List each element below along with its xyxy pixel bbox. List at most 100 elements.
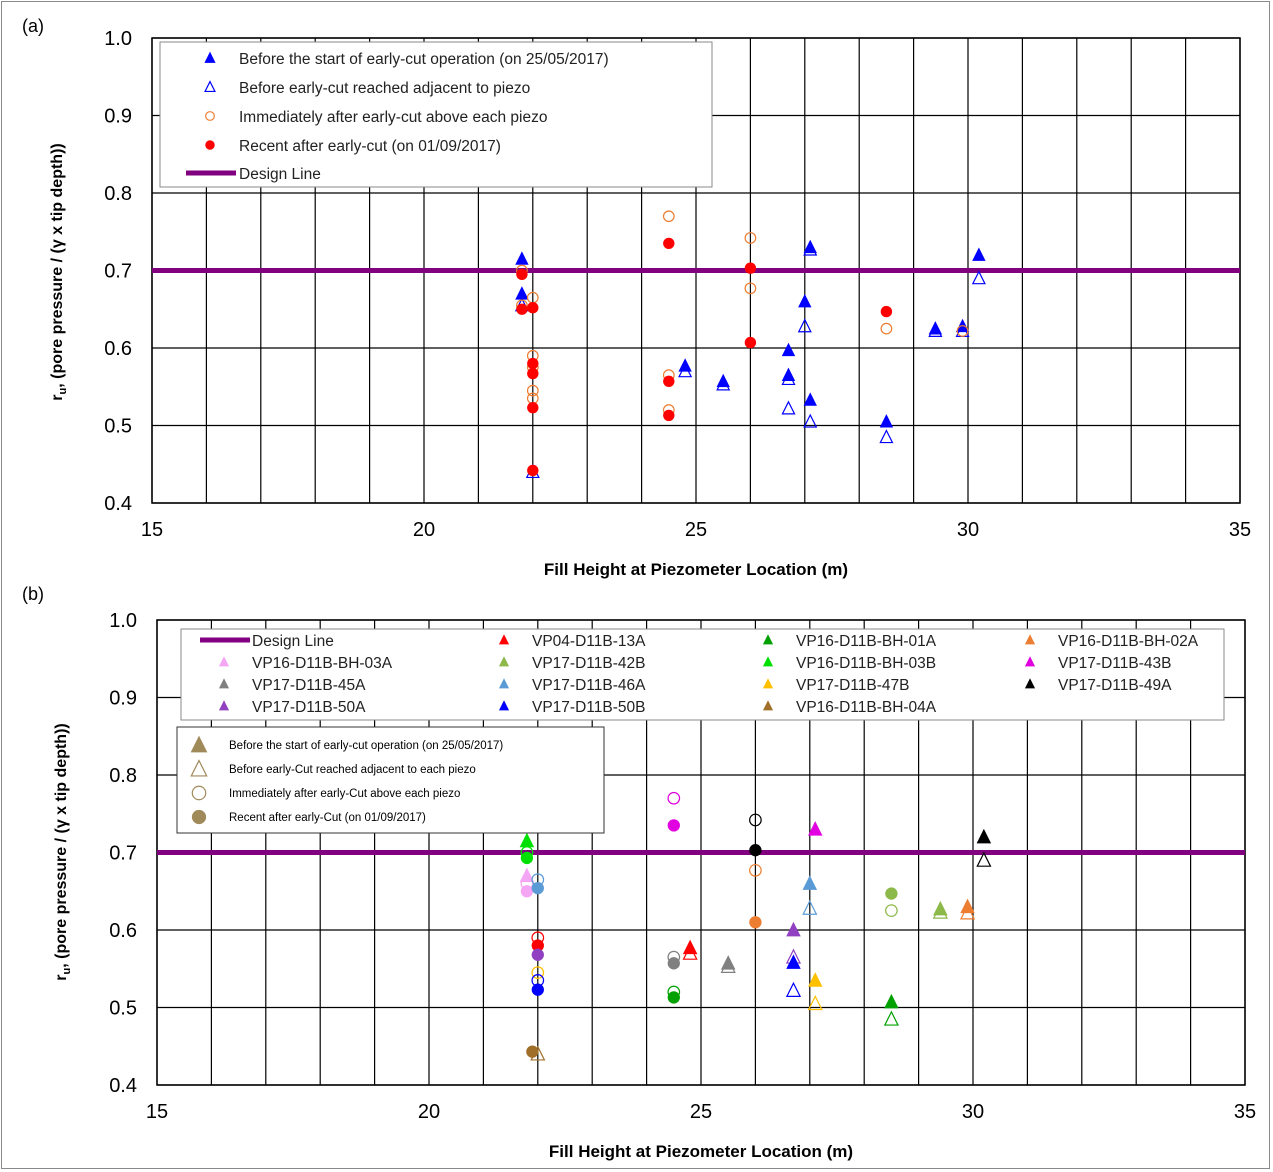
data-point — [749, 863, 762, 877]
legend-label: VP16-D11B-BH-03B — [796, 655, 936, 672]
data-point — [531, 881, 544, 895]
x-tick-label: 20 — [413, 519, 435, 541]
x-tick-label: 30 — [962, 1101, 984, 1123]
data-point — [663, 237, 675, 250]
data-point — [744, 336, 757, 349]
data-point — [662, 210, 675, 223]
data-point — [663, 409, 675, 422]
marker-key-symbol — [191, 809, 207, 825]
data-point — [797, 318, 812, 333]
data-point — [520, 885, 534, 898]
data-point — [976, 851, 992, 867]
legend-label: VP17-D11B-47B — [796, 677, 909, 694]
data-point — [928, 322, 943, 337]
data-point — [744, 262, 757, 274]
legend-marker — [204, 51, 216, 63]
data-point — [959, 904, 976, 920]
marker-key-symbol — [190, 759, 208, 777]
y-tick-label: 0.8 — [104, 183, 132, 205]
data-point — [531, 983, 544, 996]
data-point — [972, 247, 986, 261]
data-point — [516, 268, 528, 281]
legend-marker — [762, 678, 774, 689]
legend-label: VP16-D11B-BH-03A — [252, 655, 393, 672]
legend-label: Design Line — [239, 166, 321, 183]
legend-label: VP17-D11B-45A — [252, 677, 366, 694]
legend-label: VP17-D11B-43B — [1058, 655, 1171, 672]
data-point — [884, 993, 899, 1009]
legend-marker — [762, 700, 774, 711]
data-point — [749, 844, 762, 857]
x-tick-label: 30 — [957, 519, 979, 541]
marker-key-label: Immediately after early-Cut above each p… — [229, 788, 460, 800]
marker-key-symbol — [191, 785, 207, 801]
data-point — [667, 957, 680, 970]
y-tick-label: 0.5 — [109, 998, 137, 1020]
y-tick-label: 1.0 — [104, 28, 132, 50]
legend-box — [159, 41, 713, 188]
legend-marker — [205, 140, 215, 150]
legend-label: Before the start of early-cut operation … — [239, 51, 609, 68]
data-point — [802, 899, 818, 915]
data-point — [749, 813, 762, 827]
data-point — [798, 293, 812, 308]
legend-marker — [218, 700, 230, 711]
data-point — [883, 1010, 899, 1026]
y-tick-label: 1.0 — [109, 610, 137, 632]
data-point — [786, 954, 801, 969]
legend: Design Line VP04-D11B-13A VP16-D11B-BH-01A… — [180, 628, 1225, 721]
data-point — [932, 903, 948, 919]
y-tick-label: 0.4 — [109, 1075, 137, 1097]
x-tick-label: 15 — [141, 519, 163, 541]
data-point — [667, 991, 680, 1004]
data-point — [781, 371, 796, 386]
legend-marker — [1024, 678, 1036, 689]
panel-label: (a) — [22, 16, 44, 36]
y-tick-label: 0.7 — [109, 843, 137, 865]
legend-label: VP17-D11B-49A — [1058, 677, 1172, 694]
data-point — [781, 400, 796, 415]
marker-key-label: Recent after early-Cut (on 01/09/2017) — [229, 812, 426, 824]
y-tick-label: 0.7 — [104, 261, 132, 283]
data-point — [786, 921, 801, 937]
data-points — [514, 210, 986, 479]
legend: Before the start of early-cut operation … — [159, 41, 713, 188]
legend-label: VP16-D11B-BH-01A — [796, 633, 937, 650]
data-point — [527, 357, 539, 370]
data-point — [516, 303, 528, 315]
legend-box — [180, 628, 1225, 721]
data-points — [519, 791, 992, 1061]
data-point — [807, 995, 823, 1011]
legend-marker — [218, 678, 230, 689]
x-axis-title: Fill Height at Piezometer Location (m) — [544, 560, 848, 579]
legend-label: VP17-D11B-46A — [532, 677, 646, 694]
data-point — [526, 1045, 539, 1058]
data-point — [749, 916, 762, 929]
legend-marker — [205, 111, 215, 121]
marker-key: Before the start of early-cut operation … — [176, 726, 605, 834]
data-point — [531, 966, 545, 979]
data-point — [527, 302, 539, 314]
data-point — [526, 384, 539, 397]
data-point — [720, 957, 736, 973]
data-point — [682, 944, 698, 960]
legend-marker — [498, 634, 510, 645]
panel-b: (b) 0.4 0.5 0.6 0.7 0.8 0.9 1.0 15 20 25 30 35 Fill H… — [22, 584, 1256, 1161]
marker-key-symbol — [190, 735, 208, 753]
data-point — [807, 972, 823, 987]
panel-label: (b) — [22, 584, 44, 604]
data-point — [744, 282, 757, 295]
y-tick-label: 0.6 — [109, 920, 137, 942]
data-point — [519, 832, 535, 848]
y-axis-title: ru, (pore pressure / (γ x tip depth)) — [49, 143, 69, 400]
data-point — [880, 322, 893, 335]
y-axis-title-r: r — [53, 974, 70, 980]
y-tick-label: 0.8 — [109, 765, 137, 787]
legend-label: VP17-D11B-42B — [532, 655, 645, 672]
data-point — [885, 887, 898, 900]
data-point — [515, 251, 529, 265]
data-point — [530, 1045, 546, 1061]
legend-label: Immediately after early-cut above each p… — [239, 109, 547, 126]
